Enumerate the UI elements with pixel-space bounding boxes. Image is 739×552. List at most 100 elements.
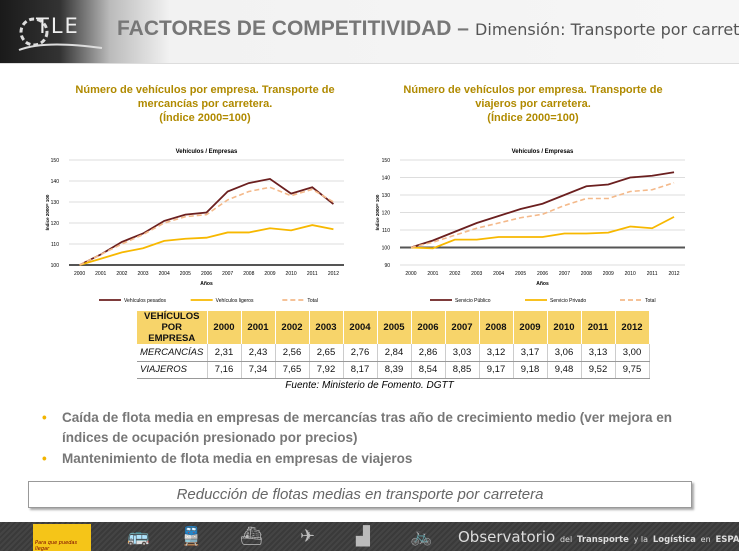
row-label: VIAJEROS <box>137 361 208 379</box>
conclusion-box: Reducción de flotas medias en transporte… <box>28 481 692 508</box>
y-tick-label: 110 <box>51 242 59 248</box>
x-tick-label: 2008 <box>581 271 592 277</box>
table-cell: 2,31 <box>207 344 242 362</box>
logo-text: TLE <box>36 14 80 38</box>
bullet-item: • Mantenimiento de flota media en empresa… <box>42 449 712 469</box>
plane-icon: ✈ <box>300 526 316 547</box>
y-axis-label: Índice 2000= 100 <box>43 194 50 230</box>
y-tick-label: 150 <box>382 158 391 164</box>
table-cell: 7,92 <box>309 361 344 379</box>
vehicles-per-company-table: VEHÍCULOS POR EMPRESA 2000 2001 2002 2003 2004… <box>137 311 650 379</box>
table-header-year: 2002 <box>275 311 310 344</box>
table-cell: 9,17 <box>479 361 514 379</box>
x-tick-label: 2001 <box>427 271 438 277</box>
table-cell: 9,48 <box>547 361 582 379</box>
observatorio-brand: Observatorio del Transporte y la Logísti… <box>458 528 739 546</box>
x-tick-label: 2009 <box>603 271 614 277</box>
y-tick-label: 100 <box>382 246 391 252</box>
series-line-0 <box>410 171 675 249</box>
x-tick-label: 2000 <box>74 271 85 277</box>
series-line-1 <box>410 216 675 250</box>
y-tick-label: 130 <box>51 200 60 206</box>
title-subtitle: Dimensión: Transporte por carretera <box>475 20 739 39</box>
table-cell: 9,18 <box>513 361 548 379</box>
chart-title-viajeros: Número de vehículos por empresa. Transpo… <box>403 84 663 124</box>
x-tick-label: 2012 <box>328 271 339 277</box>
footer: Para que puedas llegar 🚌 🚆 ⛴ ✈ ▟ 🚲 Obser… <box>0 522 739 552</box>
x-tick-label: 2009 <box>264 271 275 277</box>
y-tick-label: 130 <box>382 193 391 199</box>
legend-label: Vehículos ligeros <box>216 298 254 304</box>
tle-logo-gear-icon <box>18 17 103 51</box>
chart-title: Vehículos / Empresas <box>512 149 574 155</box>
table-header-year: 2005 <box>377 311 412 344</box>
table-cell: 7,34 <box>241 361 276 379</box>
y-axis-label: Índice 2000= 100 <box>373 194 380 230</box>
legend-label: Servicio Público <box>455 298 491 304</box>
table-cell: 7,65 <box>275 361 310 379</box>
table-cell: 9,52 <box>581 361 616 379</box>
table-cell: 3,00 <box>615 344 650 362</box>
row-label: MERCANCÍAS <box>137 344 208 362</box>
y-tick-label: 150 <box>51 158 60 164</box>
table-cell: 7,16 <box>207 361 242 379</box>
x-tick-label: 2005 <box>515 271 526 277</box>
series-line-2 <box>410 181 675 249</box>
series-line-2 <box>79 186 334 266</box>
legend-label: Vehículos pesados <box>124 298 166 304</box>
bullet-item: • Caída de flota media en empresas de mer… <box>42 410 672 445</box>
legend-label: Total <box>645 298 656 304</box>
title-bold: FACTORES DE COMPETITIVIDAD – <box>117 17 469 40</box>
x-axis-label: Años <box>200 281 213 287</box>
y-tick-label: 120 <box>51 221 60 227</box>
table-cell: 2,84 <box>377 344 412 362</box>
table-cell: 3,03 <box>445 344 480 362</box>
header: TLE FACTORES DE COMPETITIVIDAD – Dimensi… <box>0 0 739 64</box>
x-tick-label: 2002 <box>449 271 460 277</box>
table-header-year: 2001 <box>241 311 276 344</box>
table-cell: 2,43 <box>241 344 276 362</box>
x-tick-label: 2003 <box>137 271 148 277</box>
x-tick-label: 2000 <box>405 271 416 277</box>
source-note: Fuente: Ministerio de Fomento. DGTT <box>285 380 454 391</box>
x-tick-label: 2012 <box>668 271 679 277</box>
table-cell: 8,85 <box>445 361 480 379</box>
table-header-year: 2003 <box>309 311 344 344</box>
table-cell: 8,54 <box>411 361 446 379</box>
series-line-1 <box>79 224 334 266</box>
x-tick-label: 2011 <box>307 271 318 277</box>
x-tick-label: 2007 <box>222 271 233 277</box>
x-tick-label: 2006 <box>537 271 548 277</box>
x-tick-label: 2010 <box>286 271 297 277</box>
table-cell: 3,17 <box>513 344 548 362</box>
legend-label: Servicio Privado <box>550 298 586 304</box>
x-tick-label: 2006 <box>201 271 212 277</box>
table-cell: 2,86 <box>411 344 446 362</box>
table-header-year: 2011 <box>581 311 616 344</box>
bus-icon: 🚌 <box>127 526 150 547</box>
table-cell: 9,75 <box>615 361 650 379</box>
table-header-year: 2009 <box>513 311 548 344</box>
x-tick-label: 2008 <box>243 271 254 277</box>
x-tick-label: 2004 <box>159 271 170 277</box>
x-tick-label: 2003 <box>471 271 482 277</box>
table-header-year: 2010 <box>547 311 582 344</box>
table-cell: 8,17 <box>343 361 378 379</box>
table-header-year: 2008 <box>479 311 514 344</box>
x-tick-label: 2001 <box>95 271 106 277</box>
x-tick-label: 2007 <box>559 271 570 277</box>
y-tick-label: 110 <box>382 228 390 234</box>
ship-icon: ⛴ <box>240 526 263 547</box>
x-tick-label: 2011 <box>647 271 658 277</box>
y-tick-label: 100 <box>51 263 60 269</box>
table-cell: 3,13 <box>581 344 616 362</box>
chart-title-mercancias: Número de vehículos por empresa. Transpo… <box>75 84 335 124</box>
y-tick-label: 140 <box>51 179 60 185</box>
table-cell: 2,76 <box>343 344 378 362</box>
table-cell: 3,12 <box>479 344 514 362</box>
table-cell: 2,56 <box>275 344 310 362</box>
forklift-icon: ▟ <box>356 526 370 547</box>
bicycle-icon: 🚲 <box>410 526 433 547</box>
legend-label: Total <box>307 298 318 304</box>
x-tick-label: 2005 <box>180 271 191 277</box>
